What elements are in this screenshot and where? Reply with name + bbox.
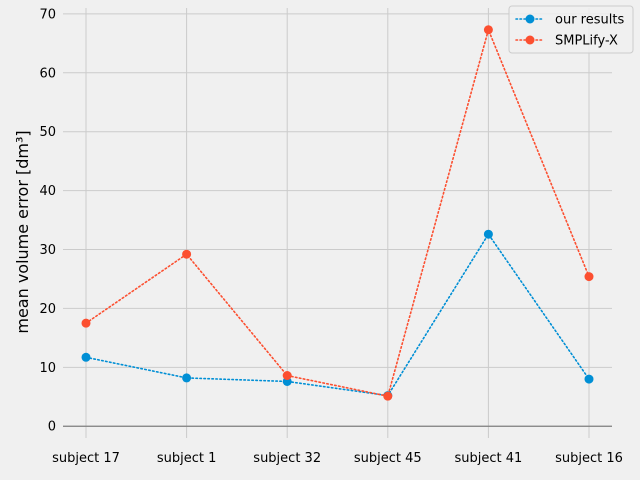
series-line [85,27,590,398]
y-tick-label: 60 [39,66,56,81]
legend-marker [525,14,535,24]
data-point [584,272,594,282]
y-axis-label: mean volume error [dm³] [13,130,32,333]
legend-marker [525,35,535,45]
y-tick-label: 10 [39,361,56,376]
series-0 [81,229,594,401]
x-tick-label: subject 41 [455,451,523,466]
series-1 [81,25,594,401]
x-tick-label: subject 16 [555,451,623,466]
y-tick-label: 50 [39,125,56,140]
data-point [182,373,192,383]
y-tick-label: 40 [39,184,56,199]
legend-box [508,5,634,54]
legend-label: SMPLify-X [555,34,618,49]
data-point [81,352,91,362]
data-point [483,25,493,35]
data-point [383,391,393,401]
x-tick-label: subject 1 [157,451,217,466]
data-point [182,249,192,259]
legend-label: our results [555,13,624,28]
y-tick-label: 20 [39,302,56,317]
series-group [81,25,594,401]
x-tick-label: subject 17 [52,451,120,466]
data-point [282,371,292,381]
grid-lines [63,8,612,438]
data-point [483,229,493,239]
x-tick-label: subject 45 [354,451,422,466]
data-point [81,318,91,328]
y-tick-label: 30 [39,243,56,258]
data-point [584,374,594,384]
x-tick-label: subject 32 [253,451,321,466]
y-tick-labels: 0 10 20 30 40 50 60 70 [39,7,56,434]
y-tick-label: 70 [39,7,56,22]
series-line [85,232,590,397]
y-tick-label: 0 [48,420,56,435]
x-tick-labels: subject 17 subject 1 subject 32 subject 45 s… [52,451,623,466]
legend: our results SMPLify-X [508,5,634,54]
